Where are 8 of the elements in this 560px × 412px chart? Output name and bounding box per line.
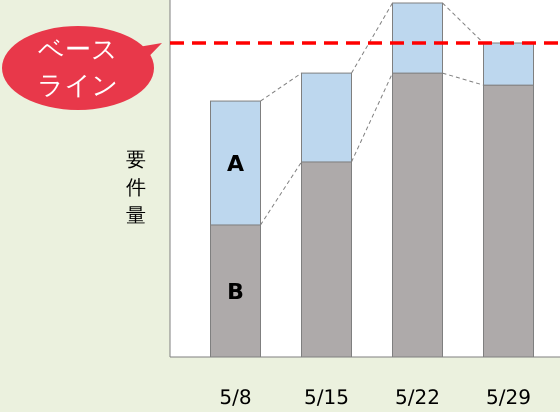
series-label: A bbox=[226, 152, 244, 178]
x-tick-label: 5/15 bbox=[304, 385, 349, 409]
y-axis-title: 要件量 bbox=[126, 147, 146, 227]
x-tick-label: 5/8 bbox=[219, 385, 252, 409]
series-label: B bbox=[227, 280, 244, 305]
x-tick-label: 5/22 bbox=[395, 385, 440, 409]
ref-line-label: ベースライン bbox=[38, 35, 118, 101]
x-tick-label: 5/29 bbox=[486, 385, 531, 409]
